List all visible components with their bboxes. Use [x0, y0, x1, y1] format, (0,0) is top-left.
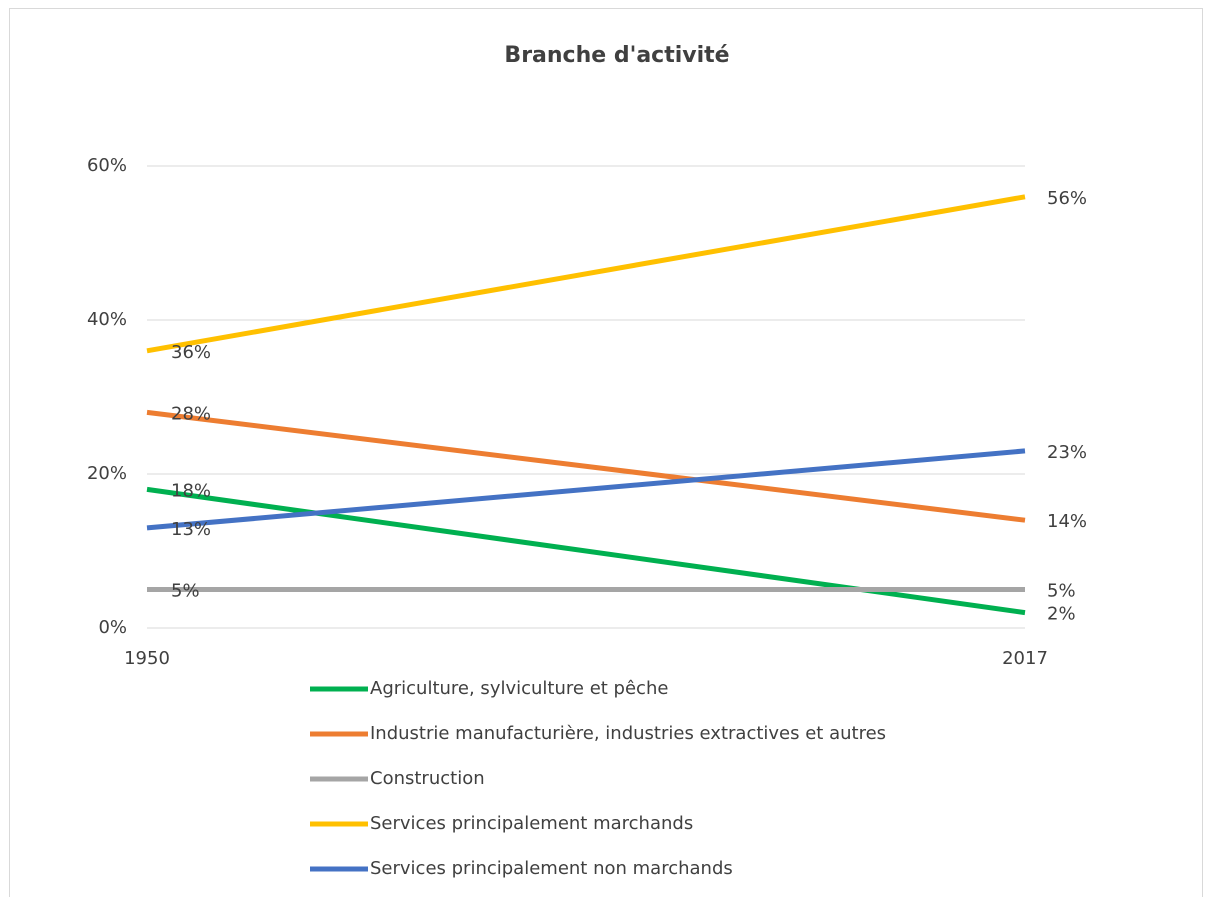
x-tick-label: 1950 — [124, 648, 170, 669]
legend-label: Services principalement non marchands — [370, 858, 733, 879]
legend-label: Industrie manufacturière, industries ext… — [370, 723, 886, 744]
data-label: 5% — [1047, 581, 1076, 602]
series-line — [146, 486, 1026, 616]
data-label: 28% — [171, 403, 211, 424]
y-tick-label: 60% — [87, 155, 127, 176]
data-label: 23% — [1047, 442, 1087, 463]
data-label: 13% — [171, 519, 211, 540]
legend-label: Construction — [370, 768, 485, 789]
y-tick-label: 20% — [87, 463, 127, 484]
y-tick-label: 40% — [87, 309, 127, 330]
y-tick-label: 0% — [98, 617, 127, 638]
chart-frame — [9, 8, 1203, 897]
x-tick-label: 2017 — [1002, 648, 1048, 669]
data-label: 2% — [1047, 604, 1076, 625]
legend-label: Services principalement marchands — [370, 813, 693, 834]
data-label: 14% — [1047, 511, 1087, 532]
legend-label: Agriculture, sylviculture et pêche — [370, 678, 668, 699]
data-label: 56% — [1047, 188, 1087, 209]
series-line — [146, 409, 1026, 523]
series-line — [146, 194, 1026, 354]
data-label: 36% — [171, 342, 211, 363]
data-label: 18% — [171, 480, 211, 501]
data-label: 5% — [171, 581, 200, 602]
series-line — [146, 448, 1026, 531]
chart-title: Branche d'activité — [504, 43, 729, 68]
